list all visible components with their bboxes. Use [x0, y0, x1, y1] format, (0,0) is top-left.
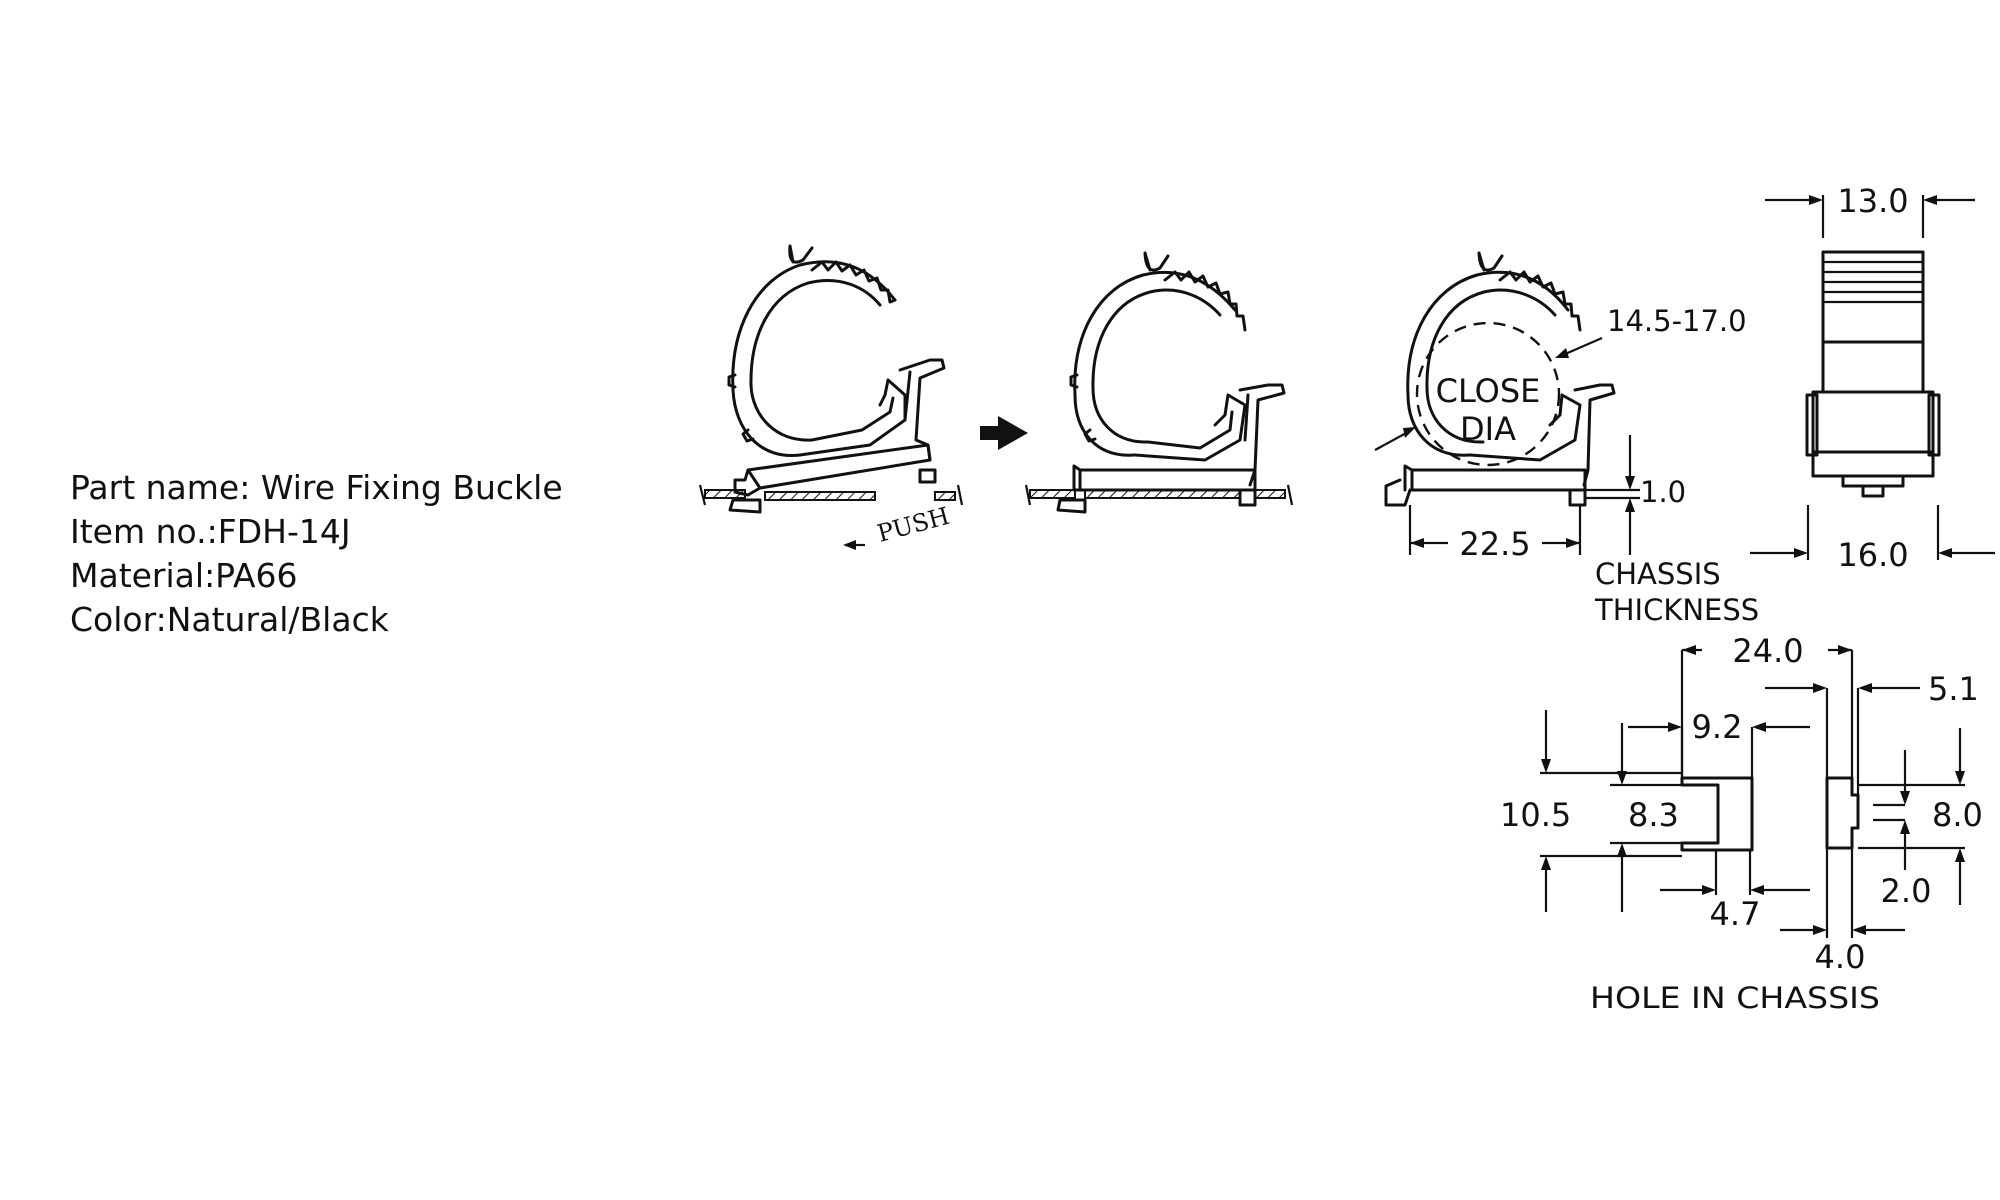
item-number: Item no.:FDH-14J: [70, 512, 351, 551]
part-name: Part name: Wire Fixing Buckle: [70, 468, 563, 507]
d-4-7-value: 4.7: [1710, 895, 1761, 933]
close-dia-value: 14.5-17.0: [1607, 304, 1747, 338]
clip-view-with-wire: CLOSE DIA 14.5-17.0 1.0 22.5 CHASSIS THI…: [1374, 251, 1759, 627]
length-dim-value: 22.5: [1459, 525, 1530, 563]
close-label: CLOSE: [1436, 372, 1541, 410]
d-10-5-value: 10.5: [1500, 796, 1571, 834]
d-5-1-value: 5.1: [1928, 670, 1979, 708]
push-label: PUSH: [874, 502, 952, 548]
part-info-block: Part name: Wire Fixing Buckle Item no.:F…: [70, 466, 563, 642]
top-width-value: 13.0: [1837, 182, 1908, 220]
material: Material:PA66: [70, 556, 298, 595]
dia-label: DIA: [1460, 410, 1516, 448]
d-2-0-value: 2.0: [1881, 872, 1932, 910]
chassis-dim-value: 1.0: [1640, 475, 1686, 509]
d-8-3-value: 8.3: [1628, 796, 1679, 834]
hole-in-chassis-label: HOLE IN CHASSIS: [1590, 981, 1880, 1015]
color: Color:Natural/Black: [70, 600, 389, 639]
d-8-0-value: 8.0: [1932, 796, 1983, 834]
chassis-label: CHASSIS: [1595, 557, 1721, 591]
transition-arrow: [980, 416, 1028, 450]
hole-span-value: 24.0: [1732, 632, 1803, 670]
wire-close-dia-circle: [1415, 321, 1561, 467]
clip-view-seated: [1024, 251, 1294, 514]
hole-in-chassis-view: 24.0 5.1 9.2 10.5 8.3 4.7: [1500, 632, 1983, 1015]
thickness-label: THICKNESS: [1594, 593, 1759, 627]
side-view: 13.0 16.0: [1750, 182, 1995, 574]
clip-view-inserting: PUSH: [698, 244, 964, 550]
base-width-value: 16.0: [1837, 536, 1908, 574]
d-9-2-value: 9.2: [1692, 708, 1743, 746]
d-4-0-value: 4.0: [1815, 938, 1866, 976]
